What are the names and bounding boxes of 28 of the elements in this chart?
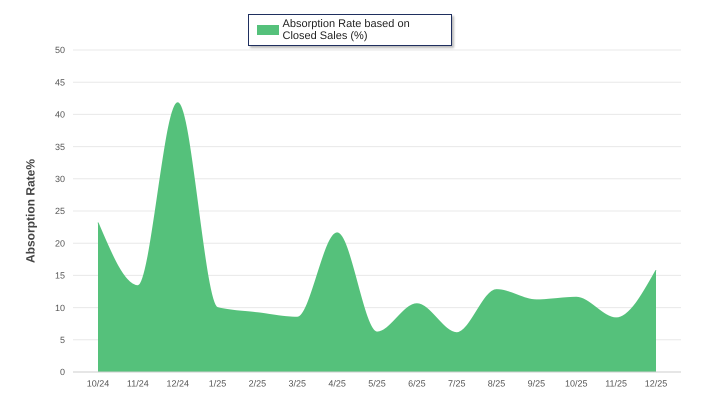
x-tick-label: 2/25 (248, 378, 266, 388)
y-axis-title: Absorption Rate% (23, 158, 38, 264)
y-tick-label: 10 (54, 302, 65, 313)
y-tick-label: 25 (54, 206, 65, 216)
x-tick-label: 5/25 (368, 378, 386, 388)
y-tick-label: 30 (54, 174, 65, 184)
x-tick-label: 12/24 (166, 378, 189, 388)
x-tick-label: 4/25 (328, 378, 346, 388)
x-tick-label: 8/25 (488, 378, 506, 388)
y-tick-label: 45 (54, 77, 65, 88)
y-tick-label: 20 (54, 238, 65, 248)
x-tick-label: 11/24 (126, 378, 149, 388)
x-tick-label: 10/24 (86, 378, 110, 388)
x-tick-label: 6/25 (408, 378, 426, 388)
x-tick-label: 1/25 (208, 378, 226, 388)
x-tick-label: 11/25 (605, 378, 628, 388)
y-tick-label: 50 (54, 45, 65, 56)
x-tick-label: 10/25 (565, 378, 588, 388)
x-tick-label: 7/25 (448, 378, 466, 388)
y-tick-label: 15 (54, 270, 65, 281)
x-tick-label: 3/25 (288, 378, 306, 388)
x-tick-label: 9/25 (528, 378, 546, 388)
y-tick-label: 35 (54, 142, 65, 152)
y-tick-label: 40 (54, 110, 65, 120)
y-tick-label: 5 (60, 334, 65, 345)
legend-label: Absorption Rate based on Closed Sales (%) (282, 18, 411, 42)
y-tick-label: 0 (60, 367, 65, 378)
x-tick-label: 12/25 (644, 378, 668, 388)
